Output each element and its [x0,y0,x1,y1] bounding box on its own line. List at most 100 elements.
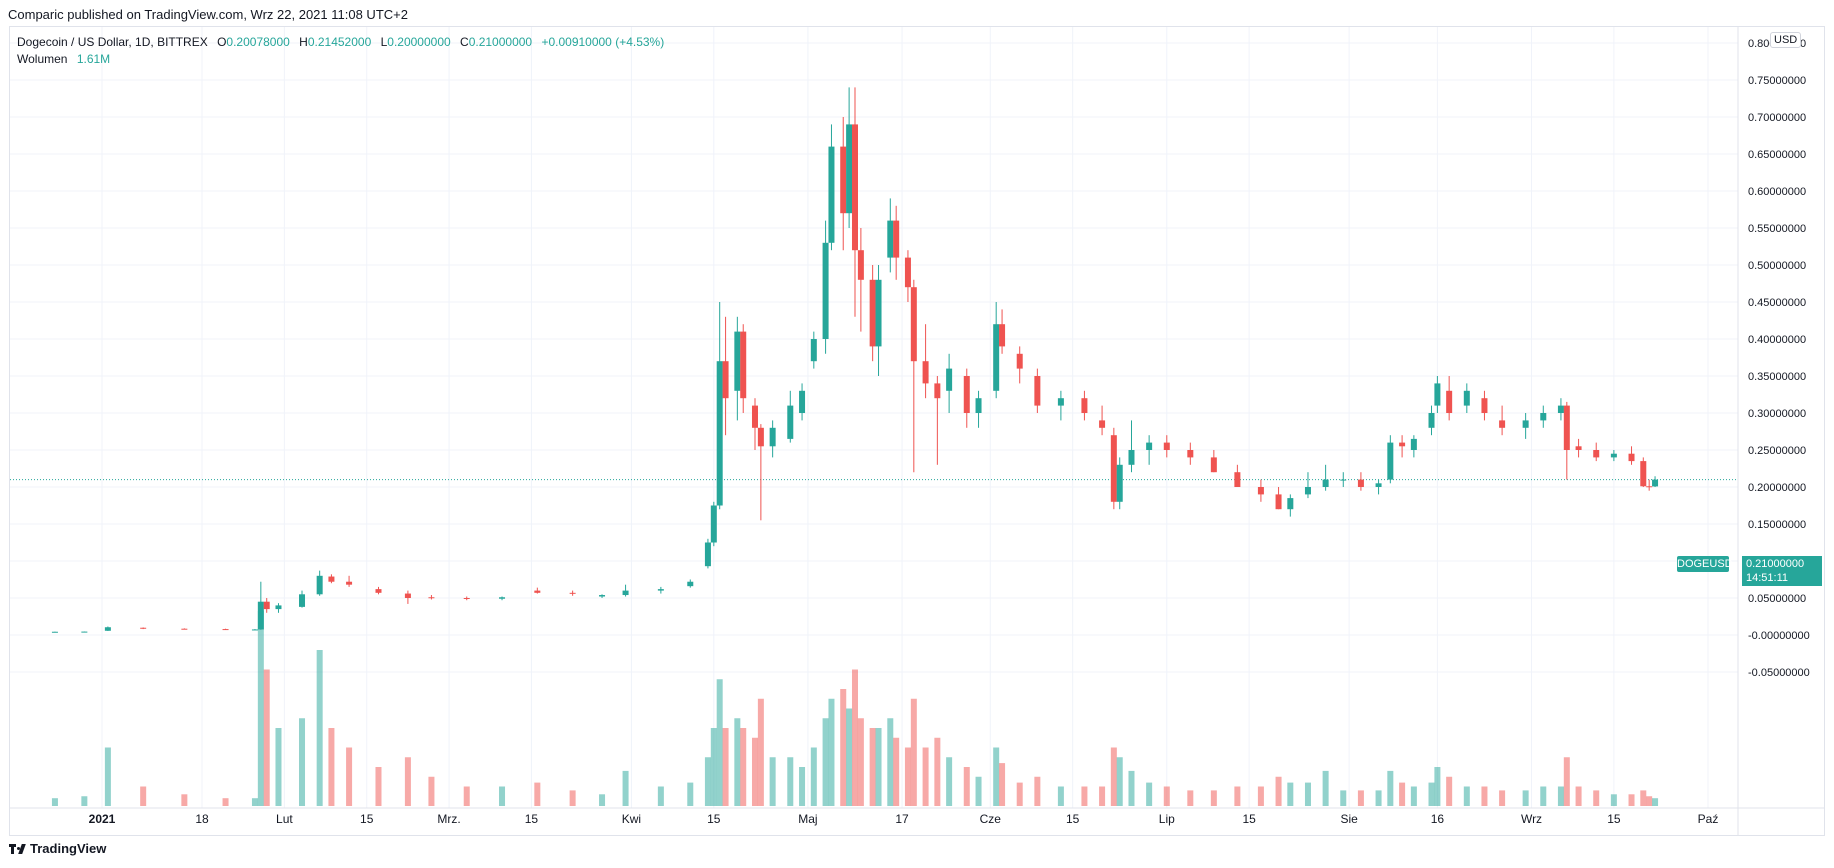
candle[interactable] [904,250,911,302]
candle[interactable] [1287,494,1294,517]
candle[interactable] [657,586,664,594]
candle[interactable] [222,628,229,631]
candle[interactable] [734,316,741,421]
candle[interactable] [1034,368,1041,413]
candle[interactable] [993,302,1000,399]
candle[interactable] [1387,435,1394,484]
candle[interactable] [263,598,270,613]
candle[interactable] [840,117,847,251]
candle[interactable] [181,628,188,630]
candle[interactable] [822,220,829,354]
candle[interactable] [1128,420,1135,473]
candle[interactable] [1446,376,1453,421]
candle[interactable] [710,501,717,547]
candle[interactable] [1304,472,1311,499]
candle[interactable] [404,590,411,604]
candle[interactable] [757,424,764,521]
candle[interactable] [1428,405,1435,436]
candle[interactable] [946,353,953,413]
candle[interactable] [1481,390,1488,421]
candle[interactable] [1340,472,1347,487]
candle[interactable] [251,629,258,631]
candle[interactable] [1557,398,1564,421]
candle[interactable] [1463,383,1470,413]
candle[interactable] [1116,457,1123,510]
candle[interactable] [104,626,111,631]
candle[interactable] [1640,457,1647,487]
candle[interactable] [787,390,794,443]
candle[interactable] [1434,376,1441,413]
candle[interactable] [1563,401,1570,480]
candle[interactable] [740,324,747,413]
candle[interactable] [893,205,900,280]
candle[interactable] [704,538,711,569]
candle[interactable] [1499,405,1506,436]
candle[interactable] [846,87,853,228]
candle[interactable] [716,302,723,510]
candle[interactable] [599,594,606,598]
candle[interactable] [1322,464,1329,491]
candle[interactable] [1110,427,1117,510]
candle[interactable] [316,570,323,596]
candle[interactable] [328,574,335,584]
candle[interactable] [1146,435,1153,465]
candle[interactable] [1540,405,1547,428]
candle[interactable] [463,596,470,601]
candle[interactable] [1628,446,1635,465]
candle[interactable] [1646,479,1653,491]
candle[interactable] [963,368,970,428]
candle[interactable] [81,631,88,633]
candle[interactable] [922,324,929,399]
candle[interactable] [687,579,694,588]
candle[interactable] [622,584,629,597]
candle[interactable] [1234,464,1241,487]
candle[interactable] [275,603,282,613]
candle[interactable] [534,587,541,594]
candle[interactable] [1375,479,1382,495]
candle[interactable] [799,383,806,421]
candle[interactable] [857,228,864,332]
candle[interactable] [1057,390,1064,421]
candle[interactable] [1257,479,1264,502]
candle[interactable] [428,595,435,600]
candle[interactable] [1099,405,1106,436]
candle[interactable] [1357,472,1364,491]
candle[interactable] [999,309,1006,354]
candle[interactable] [769,420,776,458]
candle[interactable] [1016,346,1023,384]
currency-button[interactable]: USD [1770,32,1802,48]
candle[interactable] [1163,435,1170,458]
candle[interactable] [1522,413,1529,439]
candle[interactable] [51,631,58,633]
candle[interactable] [810,331,817,369]
candle[interactable] [934,376,941,465]
candle[interactable] [875,265,882,376]
candle[interactable] [499,596,506,601]
candle[interactable] [1210,450,1217,473]
candle[interactable] [1593,442,1600,462]
candle[interactable] [887,198,894,273]
candle[interactable] [1187,442,1194,465]
candle[interactable] [1275,487,1282,510]
candle[interactable] [1399,435,1406,458]
candle[interactable] [257,581,264,630]
candle[interactable] [722,316,729,436]
candle[interactable] [1575,438,1582,458]
candle[interactable] [375,586,382,595]
candle[interactable] [975,390,982,428]
tradingview-brand[interactable]: TradingView [9,841,106,856]
candle[interactable] [299,590,306,608]
candle[interactable] [910,279,917,473]
candle[interactable] [1410,435,1417,458]
candle[interactable] [1081,390,1088,421]
candle[interactable] [851,87,858,317]
candle[interactable] [140,627,147,630]
candle[interactable] [828,124,835,251]
candle[interactable] [346,575,353,587]
candle[interactable] [569,590,576,596]
candle[interactable] [751,398,758,450]
candle[interactable] [869,265,876,362]
candle[interactable] [1652,476,1659,487]
candle[interactable] [1610,450,1617,462]
